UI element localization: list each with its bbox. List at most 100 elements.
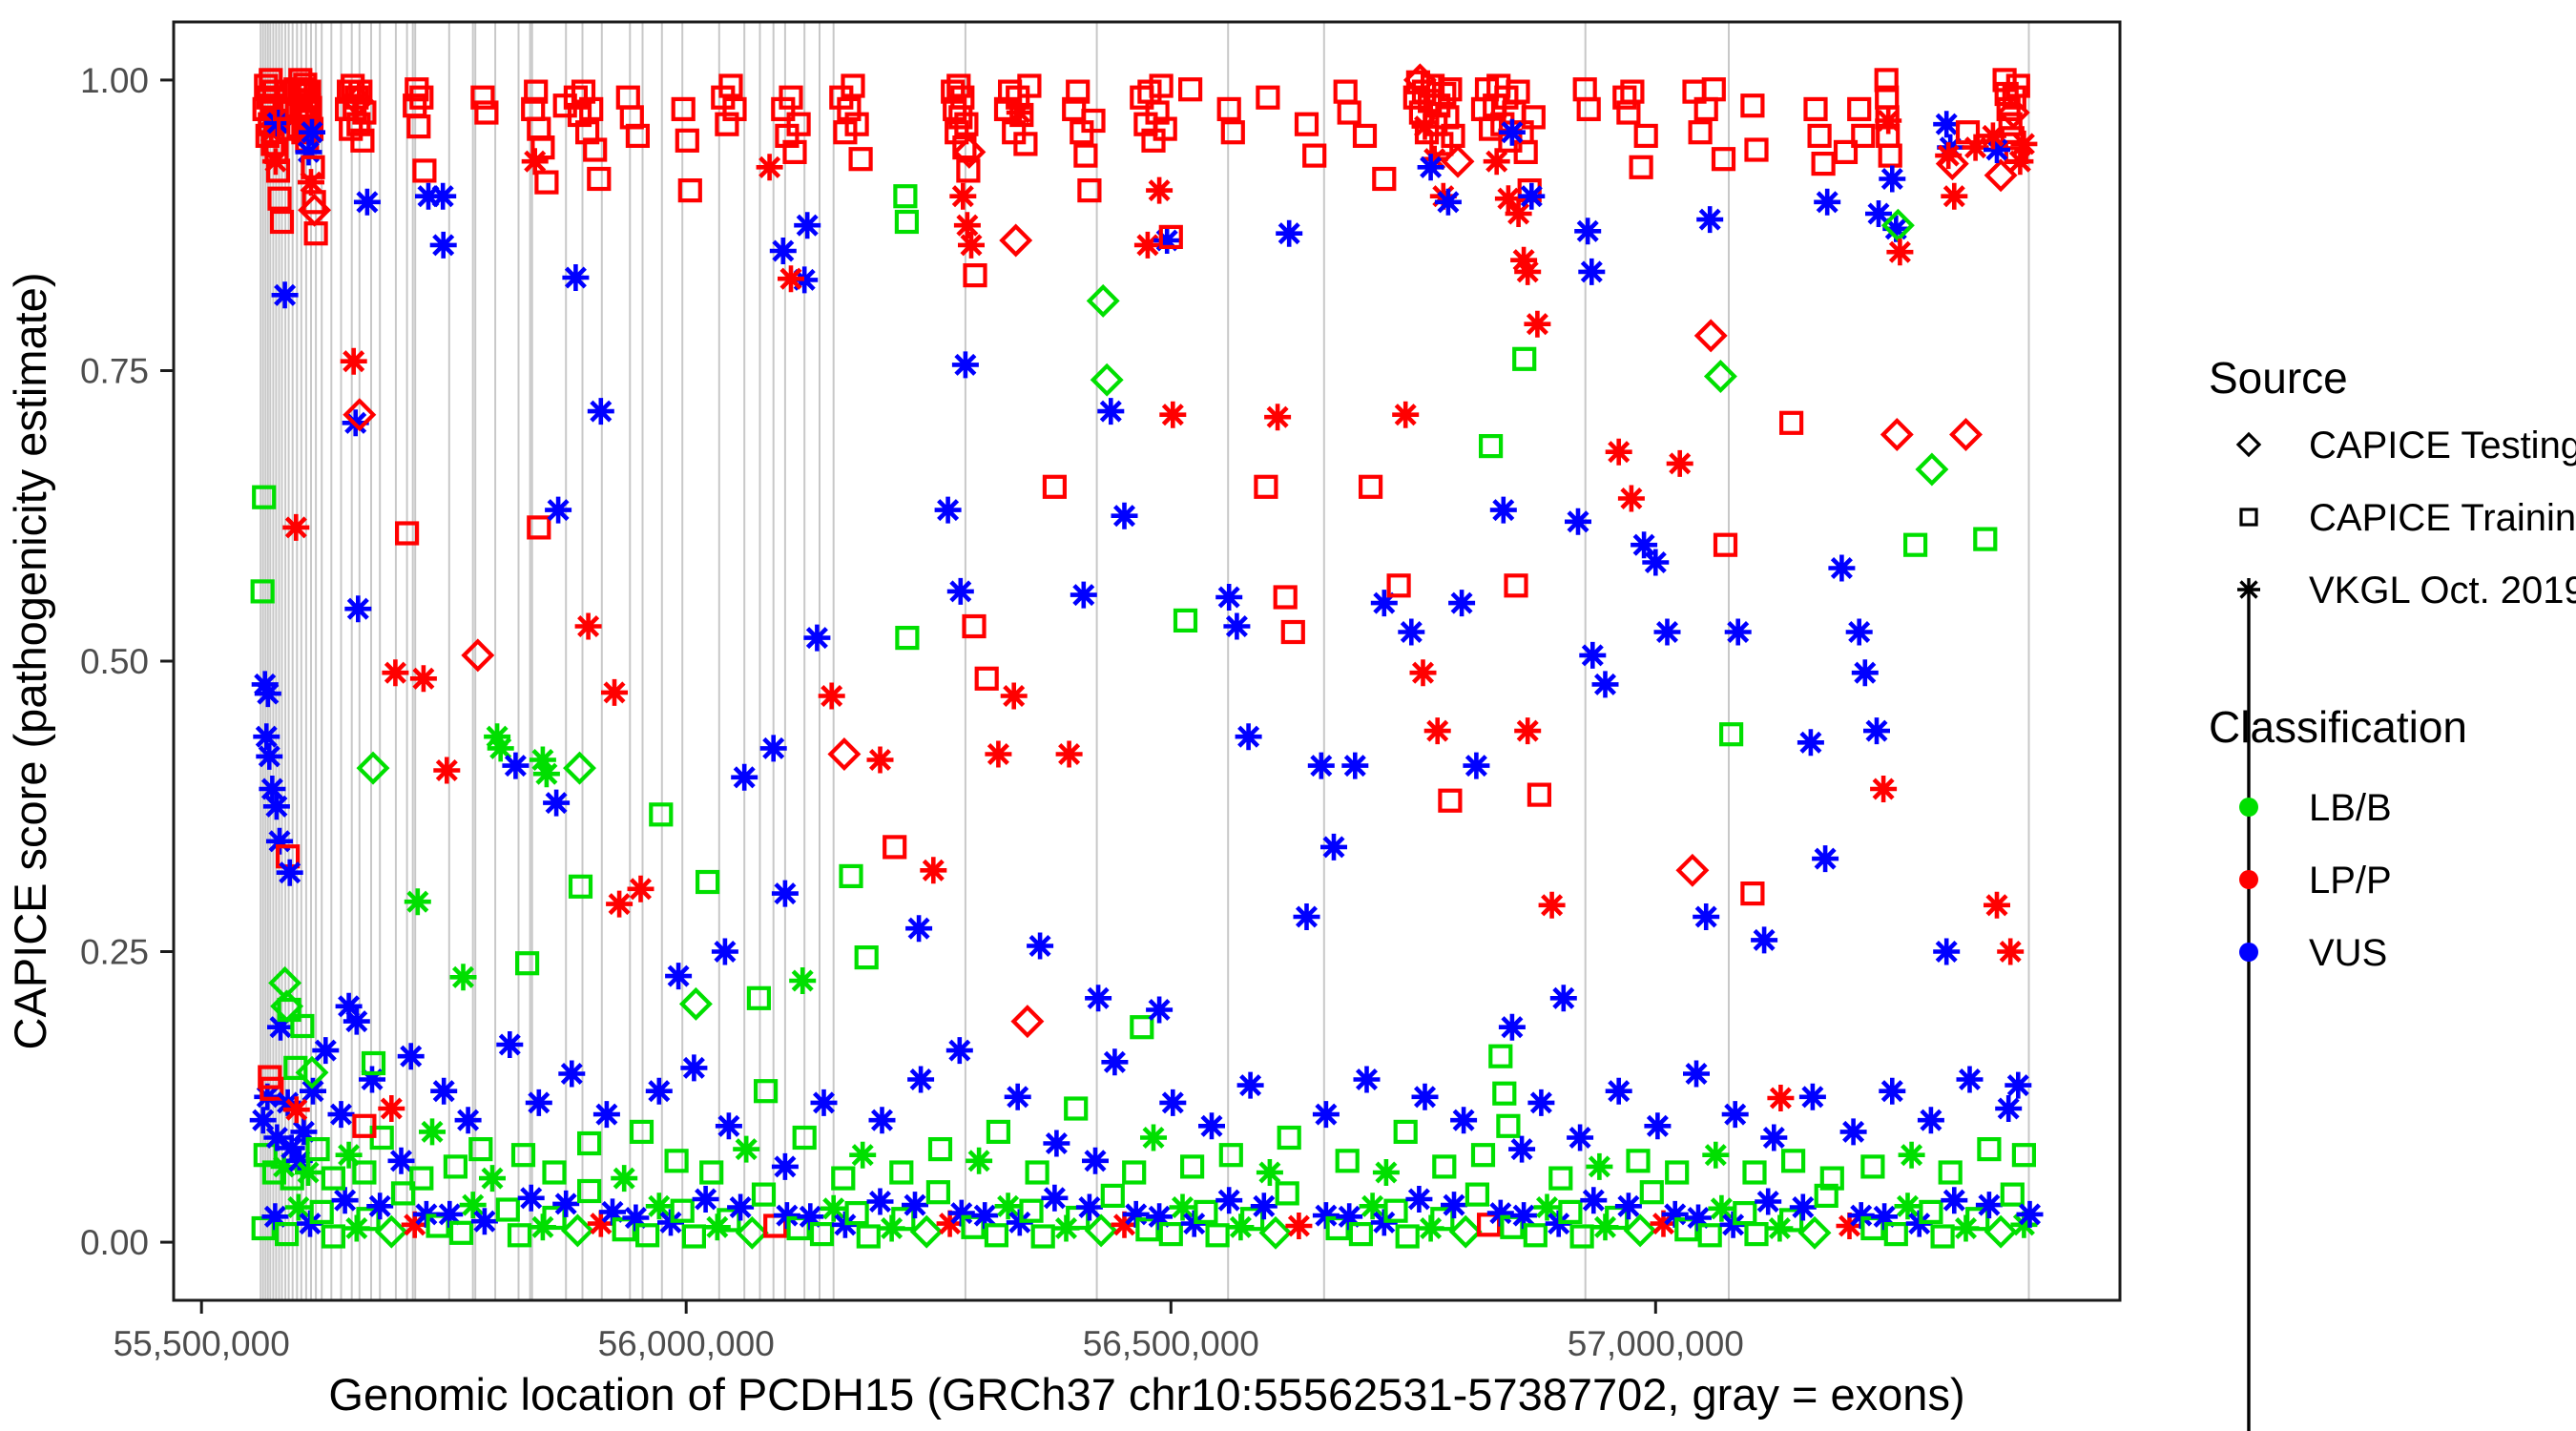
vkgl-asterisk-marker (947, 1199, 975, 1227)
training-square-marker (2000, 1182, 2025, 1207)
testing-diamond-marker (298, 193, 332, 227)
vkgl-asterisk-marker (1995, 1095, 2023, 1122)
vkgl-asterisk-marker (1111, 502, 1138, 529)
vkgl-asterisk-marker (2010, 130, 2038, 157)
training-square-marker (786, 112, 811, 136)
vkgl-asterisk-marker (587, 398, 614, 425)
training-square-marker (893, 184, 918, 209)
training-square-marker (1441, 123, 1465, 148)
diamond-icon (2235, 431, 2262, 458)
vkgl-asterisk-marker (692, 1186, 719, 1213)
training-square-marker (1688, 120, 1713, 145)
vkgl-asterisk-marker (902, 1192, 928, 1219)
vkgl-asterisk-marker (1642, 549, 1670, 576)
vkgl-asterisk-marker (771, 1152, 799, 1180)
vkgl-asterisk-marker (1236, 1071, 1264, 1099)
testing-diamond-marker (295, 1055, 329, 1089)
vkgl-asterisk-marker (429, 231, 457, 259)
testing-diamond-marker (1949, 418, 1983, 451)
vkgl-asterisk-marker (1508, 1135, 1536, 1163)
training-square-marker (844, 112, 869, 136)
vkgl-asterisk-marker (271, 281, 299, 309)
training-square-marker (321, 1224, 345, 1249)
training-square-marker (1512, 346, 1537, 371)
svg-text:VKGL Oct. 2019: VKGL Oct. 2019 (2309, 570, 2576, 612)
vkgl-asterisk-marker (1879, 1077, 1906, 1105)
training-square-marker (1612, 85, 1637, 110)
vkgl-asterisk-marker (1882, 215, 1910, 242)
legend-item-vus: VUS (2239, 932, 2387, 974)
vkgl-asterisk-marker (946, 577, 974, 605)
vkgl-asterisk-marker (794, 212, 821, 239)
training-square-marker (854, 944, 879, 970)
vkgl-asterisk-marker (1510, 246, 1538, 274)
training-square-marker (1348, 1221, 1374, 1247)
vkgl-asterisk-marker (1307, 752, 1335, 779)
vkgl-asterisk-marker (818, 682, 845, 710)
vkgl-asterisk-marker (1434, 188, 1462, 216)
training-square-marker (1883, 1221, 1908, 1247)
training-square-marker (792, 1125, 817, 1151)
training-square-marker (1122, 1160, 1147, 1185)
vkgl-asterisk-marker (1264, 404, 1292, 431)
training-square-marker (495, 1197, 520, 1222)
training-square-marker (583, 137, 608, 162)
vkgl-asterisk-marker (759, 735, 787, 762)
vkgl-asterisk-marker (335, 992, 363, 1020)
vkgl-asterisk-marker (803, 624, 831, 652)
vkgl-asterisk-marker (1617, 485, 1645, 512)
vkgl-asterisk-marker (298, 169, 324, 197)
training-square-marker (252, 485, 277, 509)
vkgl-asterisk-marker (791, 266, 819, 294)
training-square-marker (699, 1160, 724, 1185)
testing-diamond-marker (1984, 1214, 2018, 1249)
vkgl-asterisk-marker (1510, 1202, 1538, 1230)
vkgl-asterisk-marker (727, 1193, 755, 1221)
testing-diamond-marker (1402, 63, 1437, 97)
vkgl-asterisk-marker (1661, 1200, 1689, 1228)
training-square-marker (1488, 1044, 1513, 1068)
vkgl-asterisk-marker (1574, 218, 1602, 245)
vkgl-asterisk-marker (419, 1118, 446, 1146)
y-tick-label: 0.00 (80, 1223, 149, 1262)
vkgl-asterisk-marker (261, 1203, 289, 1231)
legend-source-group: Source CAPICE Testing CAPICE Training VK… (2209, 353, 2576, 1431)
vkgl-asterisk-marker (436, 1200, 464, 1228)
vkgl-asterisk-marker (1814, 188, 1841, 216)
vkgl-asterisk-marker (645, 1077, 673, 1105)
legend: Source CAPICE Testing CAPICE Training VK… (2209, 353, 2576, 1431)
plot-panel: 55,500,000 56,000,000 56,500,000 57,000,000… (80, 20, 2122, 1363)
testing-diamond-marker (678, 986, 713, 1021)
vkgl-asterisk-marker (1605, 438, 1632, 466)
vkgl-asterisk-marker (1085, 985, 1112, 1012)
training-square-marker (1701, 77, 1726, 102)
training-square-marker (675, 128, 699, 153)
vkgl-asterisk-marker (2005, 1071, 2032, 1099)
vkgl-asterisk-marker (1631, 531, 1658, 559)
training-square-marker (1465, 1182, 1490, 1207)
vkgl-asterisk-marker (1027, 932, 1054, 960)
training-square-marker (831, 1166, 856, 1191)
vkgl-asterisk-marker (1886, 238, 1914, 266)
vkgl-asterisk-marker (1565, 508, 1591, 535)
x-tick-label: 57,000,000 (1568, 1324, 1744, 1363)
testing-diamond-marker (1693, 319, 1728, 353)
training-square-marker (670, 1198, 695, 1223)
vkgl-asterisk-marker (971, 1202, 999, 1230)
y-axis-title: CAPICE score (pathogenicity estimate) (5, 273, 55, 1050)
vkgl-asterisk-marker (1000, 682, 1028, 710)
training-square-marker (1506, 79, 1530, 104)
vkgl-asterisk-marker (1082, 1147, 1109, 1174)
vkgl-asterisk-marker (951, 351, 979, 379)
training-square-marker (1019, 1198, 1044, 1223)
training-square-marker (1030, 1224, 1055, 1249)
training-square-marker (1576, 96, 1601, 122)
vkgl-asterisk-marker (1498, 1013, 1526, 1041)
training-square-marker (474, 100, 499, 125)
vkgl-asterisk-marker (1398, 618, 1425, 646)
vkgl-asterisk-marker (1169, 1193, 1196, 1221)
lbb-dot-icon (2239, 798, 2258, 817)
training-square-marker (1218, 1143, 1243, 1168)
training-square-marker (956, 158, 981, 183)
